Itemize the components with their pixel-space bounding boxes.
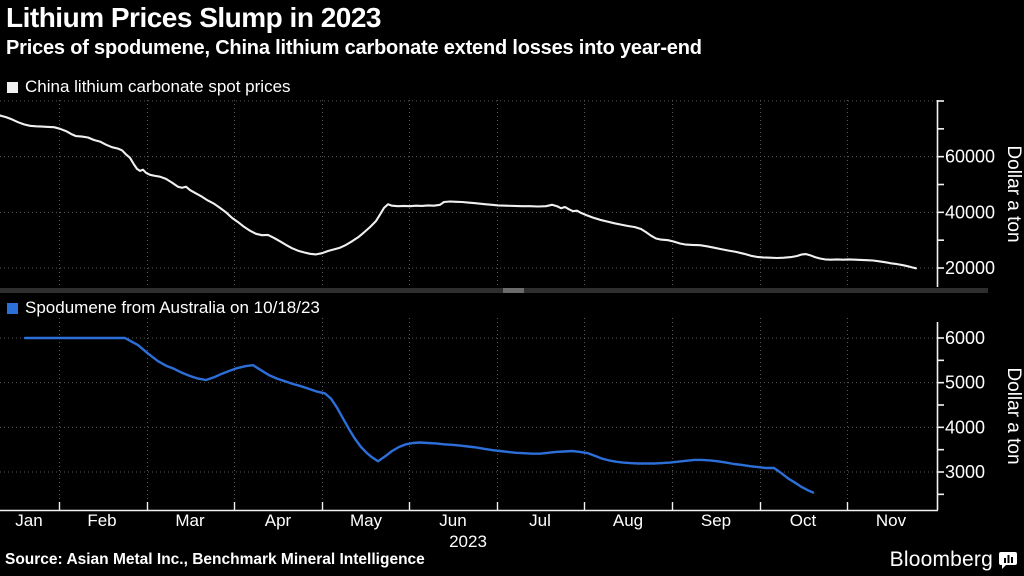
y-tick-label: 3000 [945,462,985,482]
month-label-jul: Jul [529,511,551,530]
legend-swatch-white-icon [7,81,18,93]
legend-swatch-blue-icon [7,302,18,314]
series-line [0,114,918,270]
legend-spodumene: Spodumene from Australia on 10/18/23 [7,298,320,318]
bloomberg-logo: Bloomberg [890,548,1018,572]
page-title: Lithium Prices Slump in 2023 [6,2,382,33]
bloomberg-wordmark: Bloomberg [889,548,993,571]
month-label-apr: Apr [264,511,292,530]
legend-china-lithium-carbonate: China lithium carbonate spot prices [7,77,291,97]
month-label-feb: Feb [87,511,117,530]
bloomberg-bug-icon [999,551,1017,569]
y-tick-label: 6000 [945,328,985,348]
spodumene-line-chart: 6000 5000 4000 3000 Dollar a ton [0,318,1024,512]
month-label-mar: Mar [175,511,205,530]
source-text: Source: Asian Metal Inc., Benchmark Mine… [5,551,425,568]
y-tick-label: 5000 [945,373,985,393]
month-label-sep: Sep [700,511,732,530]
month-label-aug: Aug [612,511,644,530]
y-tick-label: 60000 [945,147,995,167]
month-label-jan: Jan [15,511,43,530]
legend-label: China lithium carbonate spot prices [25,77,291,96]
month-label-nov: Nov [875,511,907,530]
month-label-oct: Oct [789,511,817,530]
y-tick-label: 20000 [945,258,995,278]
y-tick-label: 40000 [945,202,995,222]
series-line [23,336,815,494]
china-lithium-carbonate-line-chart: 60000 40000 20000 Dollar a ton [0,100,1024,287]
x-axis-year-label: 2023 [449,532,487,551]
legend-label: Spodumene from Australia on 10/18/23 [25,298,320,317]
chart-separator-bar [0,288,988,293]
x-axis-month-labels: Jan Feb Mar Apr May Jun Jul Aug Sep Oct Nov [0,511,1024,531]
y-tick-label: 4000 [945,417,985,437]
month-label-jun: Jun [439,511,467,530]
y-axis-title: Dollar a ton [1003,367,1024,464]
separator-scroll-thumb[interactable] [503,288,524,293]
month-label-may: May [349,511,383,530]
y-axis-title: Dollar a ton [1003,145,1024,242]
page-subtitle: Prices of spodumene, China lithium carbo… [6,37,702,59]
